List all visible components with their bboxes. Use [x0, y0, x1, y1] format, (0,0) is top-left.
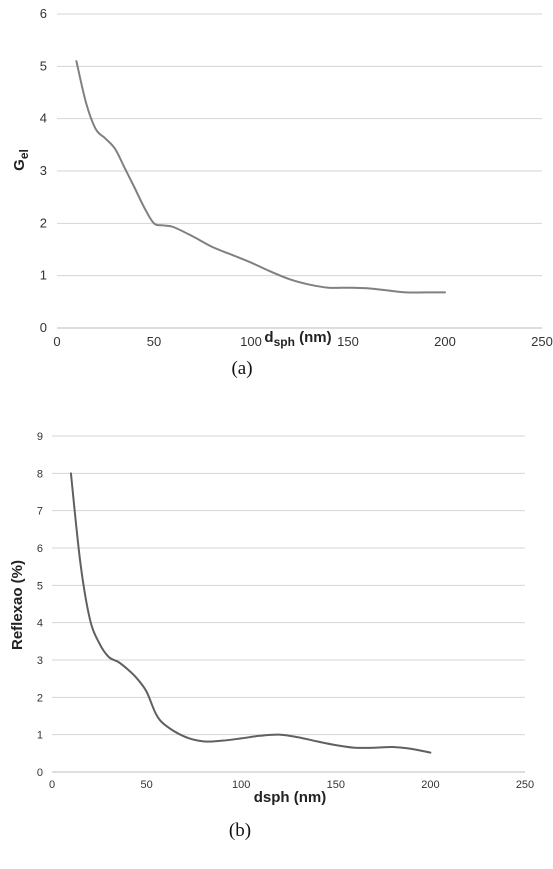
chart-a-y-axis-title: Gel: [11, 149, 31, 171]
chart-a-x-tick-label: 150: [337, 334, 359, 349]
chart-b-y-tick-label: 4: [37, 618, 43, 630]
chart-a-y-tick-label: 6: [40, 6, 47, 21]
chart-b-x-tick-label: 250: [516, 779, 534, 791]
chart-a-caption: (a): [231, 358, 252, 379]
chart-b-y-tick-label: 1: [37, 730, 43, 742]
chart-b-x-axis-title: dsph (nm): [254, 789, 327, 806]
chart-a-x-tick-label: 250: [531, 334, 553, 349]
chart-a-y-tick-label: 5: [40, 58, 47, 73]
chart-b-y-tick-label: 0: [37, 767, 43, 779]
chart-b-series-line: [69, 472, 432, 754]
chart-b-y-tick-label: 7: [37, 506, 43, 518]
chart-b-y-tick-label: 8: [37, 468, 43, 480]
chart-b-y-tick-label: 2: [37, 692, 43, 704]
chart-b-x-tick-label: 100: [232, 779, 250, 791]
chart-a-x-tick-label: 100: [240, 334, 262, 349]
chart-b-caption: (b): [229, 820, 251, 841]
chart-b: 0 1 2 3 4 5 6 7 8 9 0 50 100 150 200 250: [37, 431, 534, 791]
chart-b-y-axis-title: Reflexao (%): [9, 560, 26, 650]
chart-a-x-axis-title: dsph (nm): [264, 329, 331, 349]
chart-a-x-tick-label: 0: [53, 334, 60, 349]
chart-a-y-tick-label: 4: [40, 111, 47, 126]
chart-a-y-tick-label: 2: [40, 215, 47, 230]
chart-a-series-line: [75, 60, 446, 294]
chart-b-x-tick-label: 50: [140, 779, 152, 791]
chart-b-y-tick-label: 6: [37, 543, 43, 555]
chart-b-x-tick-label: 150: [327, 779, 345, 791]
chart-b-x-tick-label: 200: [421, 779, 439, 791]
chart-b-x-tick-label: 0: [49, 779, 55, 791]
chart-a-y-tick-label: 3: [40, 163, 47, 178]
chart-b-y-tick-label: 3: [37, 655, 43, 667]
chart-a-x-tick-label: 200: [434, 334, 456, 349]
chart-b-y-tick-label: 9: [37, 431, 43, 443]
chart-a-x-tick-label: 50: [147, 334, 161, 349]
chart-a-y-tick-label: 1: [40, 268, 47, 283]
chart-b-y-tick-label: 5: [37, 580, 43, 592]
chart-a-y-tick-label: 0: [40, 320, 47, 335]
chart-a: 0 1 2 3 4 5 6 0 50 100 150 200 250: [40, 6, 553, 349]
